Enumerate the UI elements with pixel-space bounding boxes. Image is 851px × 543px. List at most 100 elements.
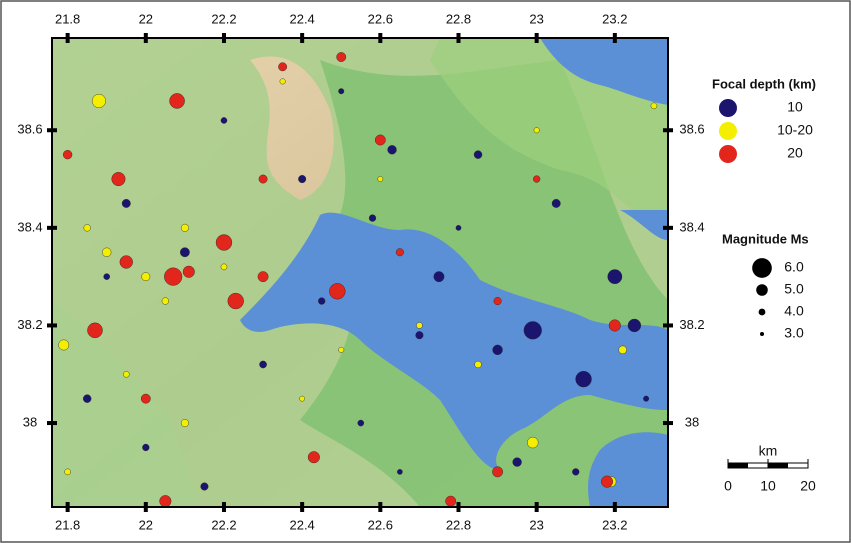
legend-label: 10-20 — [777, 122, 813, 138]
size-legend-circle — [758, 308, 766, 316]
x-tick-label: 23.2 — [602, 517, 627, 532]
earthquake-point — [374, 134, 386, 146]
earthquake-point — [220, 263, 228, 271]
earthquake-point — [123, 370, 130, 378]
legend-label: 20 — [787, 145, 803, 161]
x-tick-bar — [456, 33, 461, 43]
y-tick-bar — [47, 128, 57, 133]
y-tick-label: 38.6 — [17, 122, 42, 137]
legend-swatch — [719, 122, 737, 140]
x-tick-bar — [65, 502, 70, 512]
x-tick-bar — [221, 33, 226, 43]
earthquake-point — [58, 339, 70, 351]
earthquake-point — [607, 269, 623, 284]
earthquake-point — [279, 78, 286, 85]
x-tick-label: 22 — [139, 517, 153, 532]
earthquake-point — [377, 176, 384, 182]
earthquake-point — [397, 469, 403, 475]
size-legend-circle — [756, 284, 768, 296]
x-tick-label: 22 — [139, 11, 153, 26]
earthquake-point — [258, 174, 268, 184]
earthquake-point — [445, 495, 457, 507]
x-tick-label: 23 — [529, 11, 543, 26]
earthquake-point — [111, 172, 126, 187]
x-tick-label: 22.6 — [368, 517, 393, 532]
x-tick-label: 22.8 — [446, 517, 471, 532]
x-tick-bar — [221, 502, 226, 512]
scale-segment — [728, 463, 748, 468]
earthquake-point — [102, 247, 112, 257]
earthquake-point — [159, 495, 172, 507]
earthquake-point — [492, 344, 503, 355]
earthquake-point — [473, 150, 483, 159]
y-tick-bar — [663, 421, 673, 426]
earthquake-point — [618, 345, 627, 355]
earthquake-point — [329, 283, 346, 300]
x-tick-label: 22.4 — [289, 517, 314, 532]
earthquake-point — [533, 127, 540, 134]
earthquake-point — [121, 199, 131, 208]
x-tick-label: 22.8 — [446, 11, 471, 26]
earthquake-point — [103, 273, 110, 280]
earthquake-point — [395, 248, 404, 257]
x-tick-bar — [300, 33, 305, 43]
earthquake-point — [627, 318, 642, 333]
earthquake-point — [551, 199, 561, 208]
earthquake-point — [533, 175, 541, 183]
earthquake-point — [82, 394, 92, 403]
earthquake-point — [141, 272, 151, 282]
earthquake-point — [575, 370, 592, 388]
earthquake-point — [493, 297, 502, 306]
earthquake-point — [416, 322, 423, 329]
earthquake-point — [161, 297, 169, 305]
x-tick-bar — [612, 33, 617, 43]
earthquake-point — [523, 321, 542, 340]
earthquake-point — [169, 93, 185, 109]
earthquake-point — [338, 346, 345, 353]
legend-title: Focal depth (km) — [712, 76, 816, 91]
y-tick-bar — [47, 225, 57, 230]
size-legend-label: 5.0 — [784, 281, 804, 297]
earthquake-point — [474, 360, 482, 369]
x-tick-bar — [378, 33, 383, 43]
earthquake-point — [87, 322, 103, 339]
scale-segment — [768, 463, 788, 468]
y-tick-bar — [663, 323, 673, 328]
earthquake-point — [338, 88, 345, 95]
x-tick-bar — [143, 33, 148, 43]
y-tick-bar — [663, 225, 673, 230]
y-tick-bar — [47, 323, 57, 328]
size-legend-label: 4.0 — [784, 303, 804, 319]
x-tick-label: 23.2 — [602, 11, 627, 26]
scale-tick-label: 0 — [724, 478, 732, 494]
earthquake-point — [200, 482, 209, 491]
x-tick-label: 22.4 — [289, 11, 314, 26]
earthquake-point — [357, 419, 365, 427]
y-tick-label: 38.2 — [17, 317, 42, 332]
earthquake-point — [63, 150, 73, 160]
x-tick-bar — [143, 502, 148, 512]
y-tick-label: 38.4 — [679, 219, 704, 234]
x-tick-label: 22.2 — [211, 11, 236, 26]
x-tick-bar — [612, 502, 617, 512]
x-tick-bar — [456, 502, 461, 512]
earthquake-point — [608, 319, 621, 332]
scale-tick-label: 20 — [800, 478, 816, 494]
legend-swatch — [719, 145, 737, 163]
size-legend-label: 6.0 — [784, 259, 804, 275]
y-tick-bar — [47, 421, 57, 426]
earthquake-point — [142, 443, 150, 452]
y-tick-label: 38.4 — [17, 219, 42, 234]
earthquake-point — [259, 360, 267, 369]
earthquake-point — [336, 52, 347, 62]
legend-label: 10 — [787, 99, 803, 115]
x-tick-bar — [300, 502, 305, 512]
y-tick-label: 38 — [23, 414, 37, 429]
earthquake-point — [572, 468, 580, 476]
x-tick-label: 22.2 — [211, 517, 236, 532]
y-tick-label: 38.6 — [679, 122, 704, 137]
y-tick-bar — [663, 128, 673, 133]
x-tick-label: 22.6 — [368, 11, 393, 26]
size-legend-circle — [760, 332, 764, 336]
